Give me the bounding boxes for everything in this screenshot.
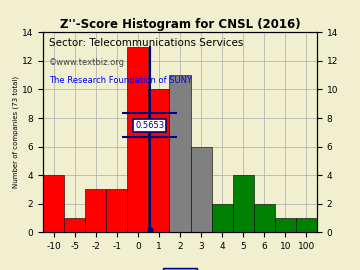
Bar	[85, 189, 106, 232]
Bar	[212, 204, 233, 232]
Bar	[254, 204, 275, 232]
Bar	[170, 75, 190, 232]
Bar	[148, 89, 170, 232]
Text: 0.5653: 0.5653	[135, 121, 165, 130]
Bar	[296, 218, 317, 232]
Text: The Research Foundation of SUNY: The Research Foundation of SUNY	[49, 76, 192, 85]
Bar	[64, 218, 85, 232]
Bar	[275, 218, 296, 232]
Bar	[43, 175, 64, 232]
Bar	[127, 47, 148, 232]
Bar	[106, 189, 127, 232]
Bar	[233, 175, 254, 232]
Text: ©www.textbiz.org: ©www.textbiz.org	[49, 58, 125, 68]
Bar	[190, 147, 212, 232]
Y-axis label: Number of companies (73 total): Number of companies (73 total)	[13, 76, 19, 188]
Title: Z''-Score Histogram for CNSL (2016): Z''-Score Histogram for CNSL (2016)	[60, 18, 300, 31]
Text: Sector: Telecommunications Services: Sector: Telecommunications Services	[49, 38, 243, 48]
